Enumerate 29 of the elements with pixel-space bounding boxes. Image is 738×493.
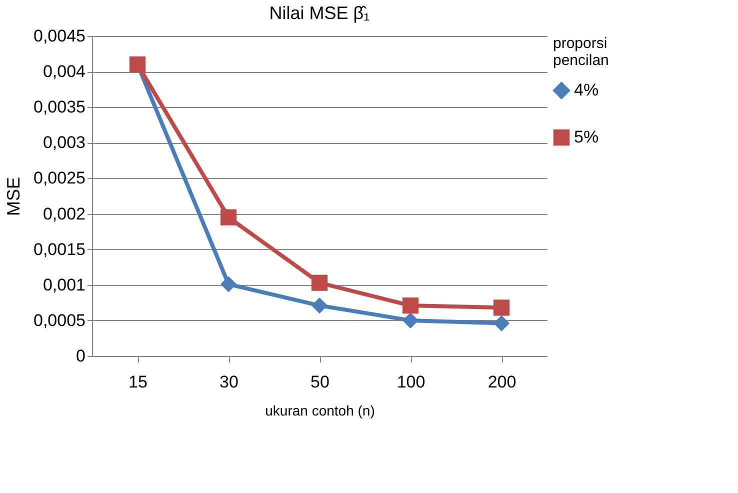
y-tick-label: 0,0005 <box>34 310 86 330</box>
y-tick-label: 0,0025 <box>34 168 86 188</box>
point <box>220 209 237 226</box>
legend-title: proporsi pencilan <box>553 35 609 69</box>
y-tick-label: 0,002 <box>42 204 86 224</box>
point <box>220 276 237 292</box>
y-tick-label: 0,003 <box>42 133 86 152</box>
y-tick-label: 0,0015 <box>34 240 86 259</box>
y-axis-title: MSE <box>4 176 24 216</box>
chart-title: Nilai MSE β̂₁ <box>269 3 370 23</box>
x-tick-label: 200 <box>488 372 516 392</box>
legend-label: 4% <box>574 80 599 100</box>
x-axis-title: ukuran contoh (n) <box>265 402 375 418</box>
point <box>402 297 419 314</box>
x-tick-label: 15 <box>128 372 148 392</box>
x-tick-label: 50 <box>310 372 330 392</box>
point <box>311 274 328 291</box>
legend-label: 5% <box>574 128 599 146</box>
point <box>311 297 328 314</box>
y-tick-label: 0,0035 <box>34 98 86 117</box>
y-tick-label: 0,004 <box>42 62 86 82</box>
y-tick-label: 0,0045 <box>34 26 86 46</box>
y-tick-label: 0,001 <box>42 275 86 294</box>
x-tick-label: 30 <box>220 372 238 392</box>
point <box>402 312 419 329</box>
y-tick-label: 0 <box>76 346 86 366</box>
point <box>493 315 510 332</box>
x-tick-label: 100 <box>396 372 426 392</box>
point <box>493 300 510 316</box>
